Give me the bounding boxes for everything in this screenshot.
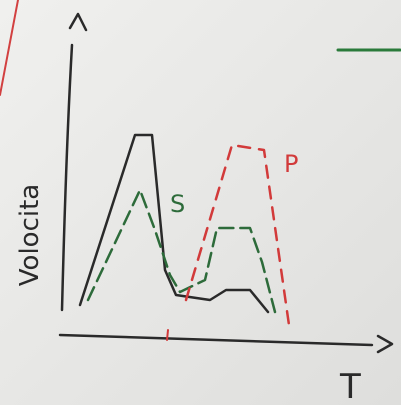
x-axis-label: T: [339, 367, 361, 405]
y-axis-label: Volocita: [15, 184, 45, 286]
red-tick: [167, 330, 168, 340]
curve-label-p: P: [284, 150, 298, 178]
curve-label-s: S: [170, 190, 185, 218]
whiteboard-photo: Volocita S P T: [0, 0, 401, 405]
